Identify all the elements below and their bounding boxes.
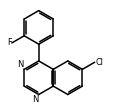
Text: Cl: Cl: [95, 58, 103, 67]
Text: N: N: [32, 95, 38, 104]
Text: N: N: [17, 60, 24, 69]
Text: F: F: [7, 38, 11, 47]
